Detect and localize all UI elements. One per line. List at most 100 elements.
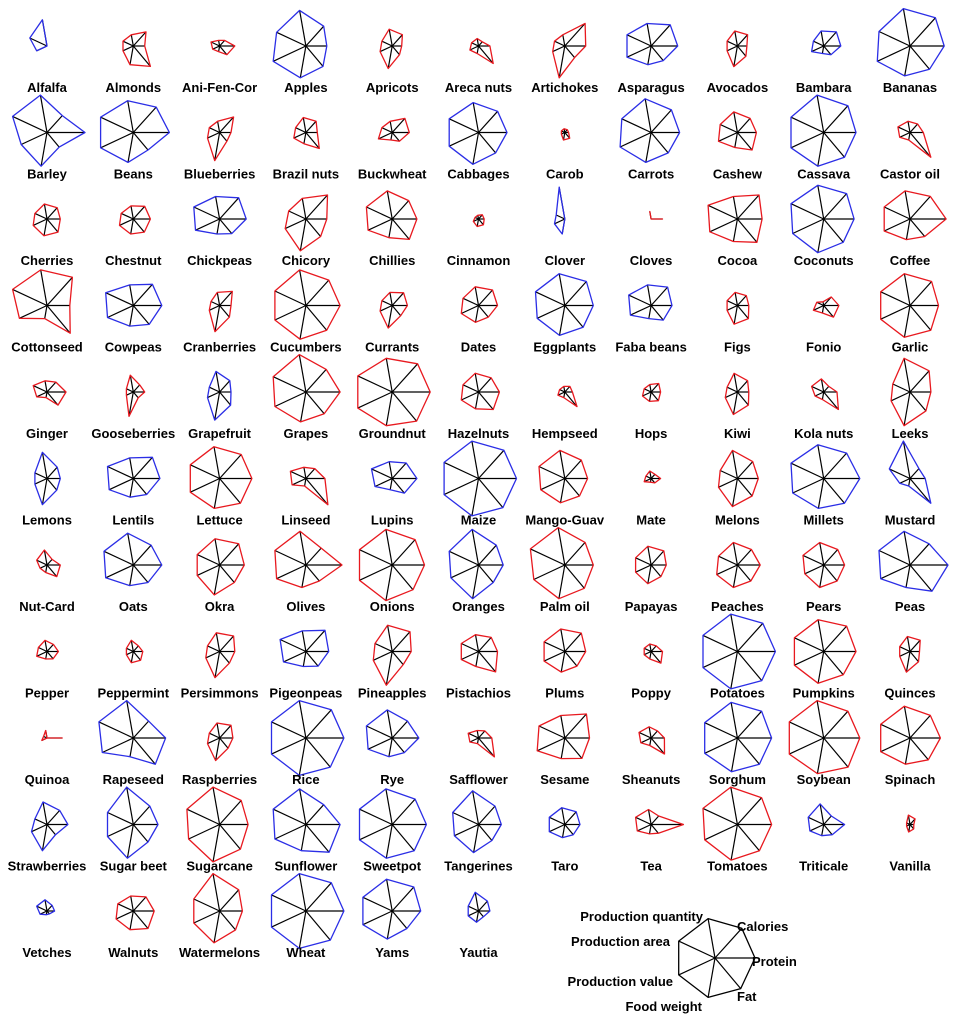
star-olives-spoke-food-weight xyxy=(301,564,307,588)
star-garlic-spoke-fat xyxy=(909,305,932,331)
star-poppy-label: Poppy xyxy=(631,686,671,701)
star-garlic-spoke-calories xyxy=(909,281,933,306)
star-castor-oil-spoke-calories xyxy=(909,123,919,133)
star-kola-nuts-spoke-calories xyxy=(823,385,830,393)
star-sugarcane: Sugarcane xyxy=(186,786,253,874)
star-artichokes-spoke-production-value xyxy=(552,45,566,53)
star-dates: Dates xyxy=(460,286,499,355)
star-tea-spoke-production-area xyxy=(635,816,652,826)
star-potatoes-label: Potatoes xyxy=(710,686,765,701)
star-poppy-spoke-food-weight xyxy=(649,651,652,660)
star-triticale-label: Triticale xyxy=(799,859,848,874)
star-mustard-spoke-production-area xyxy=(889,468,911,480)
star-nut-card-outline xyxy=(36,549,61,578)
star-potatoes: Potatoes xyxy=(702,613,777,701)
star-onions-spoke-production-quantity xyxy=(385,529,393,566)
star-hops-spoke-food-weight xyxy=(648,391,652,402)
star-coconuts-outline xyxy=(790,184,855,254)
star-castor-oil-spoke-production-area xyxy=(897,126,911,134)
star-beans-spoke-production-quantity xyxy=(127,100,134,133)
star-sweetpot-spoke-calories xyxy=(391,798,416,825)
star-chillies: Chillies xyxy=(365,190,418,268)
star-walnuts-spoke-calories xyxy=(132,896,147,912)
star-bananas-outline xyxy=(876,7,945,77)
star-potatoes-spoke-production-quantity xyxy=(730,613,738,652)
star-chillies-spoke-production-area xyxy=(366,206,393,220)
star-artichokes-spoke-production-area xyxy=(554,40,566,47)
star-cucumbers-spoke-calories xyxy=(305,279,330,306)
key-label-production-quantity: Production quantity xyxy=(580,909,704,924)
star-peppermint-spoke-production-quantity xyxy=(130,640,134,652)
star-cassava-spoke-production-area xyxy=(790,116,824,134)
star-maize-spoke-food-weight xyxy=(471,478,480,517)
star-avocados-spoke-food-weight xyxy=(733,45,738,67)
star-beans-spoke-fat xyxy=(132,132,149,151)
star-sugar-beet-spoke-production-value xyxy=(107,823,134,838)
star-alfalfa: Alfalfa xyxy=(27,19,68,95)
star-pepper-spoke-food-weight xyxy=(45,651,48,660)
star-bambara-label: Bambara xyxy=(796,80,852,95)
star-kola-nuts-spoke-production-area xyxy=(811,385,824,393)
star-cranberries: Cranberries xyxy=(183,290,256,355)
star-quinces-label: Quinces xyxy=(884,686,935,701)
star-okra-spoke-production-area xyxy=(196,554,220,566)
star-coffee-outline xyxy=(883,190,947,241)
star-poppy-spoke-production-quantity xyxy=(649,643,652,652)
star-dates-spoke-production-value xyxy=(461,304,479,315)
star-avocados-spoke-production-quantity xyxy=(734,30,738,47)
star-sunflower-spoke-production-area xyxy=(272,808,307,826)
star-palm-oil: Palm oil xyxy=(529,526,594,614)
star-sunflower-label: Sunflower xyxy=(274,859,337,874)
star-cinnamon-label: Cinnamon xyxy=(447,253,511,268)
star-fonio-spoke-fat xyxy=(823,305,834,318)
star-barley-spoke-calories xyxy=(46,115,63,133)
star-hempseed: Hempseed xyxy=(532,385,598,441)
star-pepper: Pepper xyxy=(25,639,69,701)
star-cottonseed-spoke-production-value xyxy=(19,304,48,319)
star-rice-spoke-fat xyxy=(305,737,331,768)
star-carrots-spoke-fat xyxy=(650,132,669,154)
star-mango-guav-outline xyxy=(538,449,589,504)
star-hops-spoke-fat xyxy=(650,391,659,402)
star-yams-spoke-fat xyxy=(391,910,408,929)
star-pigeonpeas-label: Pigeonpeas xyxy=(269,686,342,701)
star-asparagus-outline xyxy=(626,22,679,66)
star-melons: Melons xyxy=(715,449,760,528)
star-mate-outline xyxy=(643,470,662,484)
star-chillies-spoke-calories xyxy=(391,200,410,220)
star-barley-spoke-production-area xyxy=(12,115,48,134)
star-pigeonpeas-spoke-food-weight xyxy=(302,651,307,667)
star-currants-spoke-production-area xyxy=(381,300,393,307)
star-coconuts: Coconuts xyxy=(790,184,855,268)
star-tangerines-label: Tangerines xyxy=(444,859,512,874)
star-rice-spoke-production-quantity xyxy=(298,700,307,739)
star-raspberries-label: Raspberries xyxy=(182,772,257,787)
star-watermelons-label: Watermelons xyxy=(179,945,260,960)
star-pistachios-outline xyxy=(460,634,499,673)
star-rice-label: Rice xyxy=(292,772,319,787)
star-soybean-spoke-calories xyxy=(823,710,849,739)
star-cocoa-spoke-production-quantity xyxy=(732,196,738,220)
star-quinoa: Quinoa xyxy=(25,729,70,787)
star-vetches: Vetches xyxy=(22,899,72,960)
star-yautia-spoke-production-area xyxy=(467,905,479,912)
star-sugarcane-spoke-production-quantity xyxy=(212,786,221,825)
star-spinach: Spinach xyxy=(880,705,942,787)
star-linseed-spoke-production-quantity xyxy=(303,467,307,479)
star-carrots-outline xyxy=(619,98,681,164)
star-spinach-spoke-food-weight xyxy=(904,737,911,765)
star-hazelnuts: Hazelnuts xyxy=(448,372,509,441)
star-pumpkins-spoke-production-value xyxy=(794,650,824,666)
star-cottonseed-spoke-food-weight xyxy=(44,305,48,319)
star-areca-nuts-spoke-food-weight xyxy=(476,45,480,54)
star-cocoa-spoke-calories xyxy=(736,194,760,220)
star-oranges-outline xyxy=(448,528,504,600)
star-peaches-spoke-production-area xyxy=(718,555,738,566)
star-mate-spoke-production-area xyxy=(645,475,652,480)
star-rye-spoke-production-quantity xyxy=(386,709,393,739)
star-groundnut-spoke-production-area xyxy=(357,375,393,393)
star-tea-spoke-calories xyxy=(650,815,660,825)
key-star-spoke-fat xyxy=(714,957,742,989)
star-brazil-nuts-spoke-production-quantity xyxy=(302,117,307,133)
